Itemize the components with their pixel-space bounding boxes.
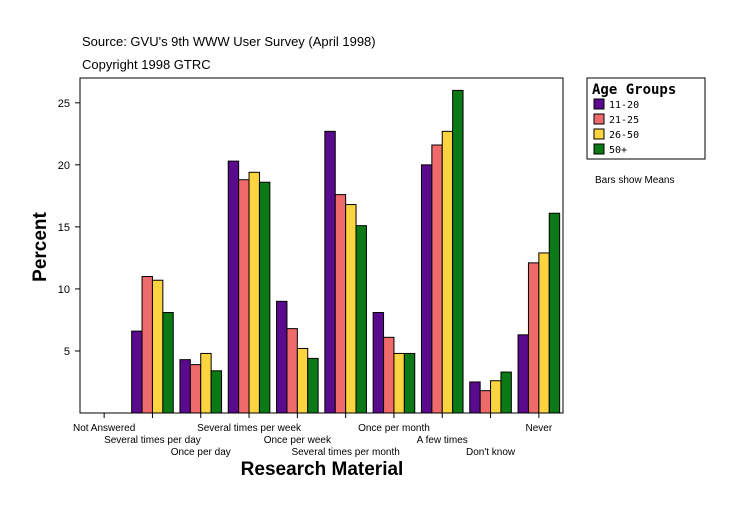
bar [200,352,212,414]
bar [179,359,191,414]
y-tick-label: 5 [64,346,70,358]
bar [210,370,223,414]
bar [248,171,260,414]
legend-swatch [593,143,605,155]
bar [258,181,271,414]
bar [393,352,405,414]
y-axis: 5 10 15 20 25 [58,98,80,358]
y-tick-label: 15 [58,222,70,234]
legend-title: Age Groups [592,82,676,98]
bar [355,225,367,414]
legend-label: 50+ [609,145,627,156]
bar [452,89,464,414]
bar [238,179,250,414]
bar [538,252,550,414]
bar [527,262,540,414]
bar [548,212,561,414]
x-tick-label: A few times [417,435,468,446]
bar [276,300,288,414]
copyright-line: Copyright 1998 GTRC [82,57,211,72]
bar [345,204,357,414]
x-tick-label: Several times per week [197,423,302,434]
x-tick-label: Several times per day [104,435,201,446]
y-tick-label: 25 [58,98,70,110]
bar [420,164,433,414]
legend-swatch [593,128,605,140]
bar [141,276,153,414]
bar [189,364,202,414]
x-tick-label: Not Answered [73,423,135,434]
x-tick-label: Several times per month [291,447,399,458]
bar [383,336,395,414]
bar [307,357,319,414]
legend-swatch [593,113,605,125]
bars [131,89,561,414]
bar [372,312,385,414]
legend-label: 26-50 [609,130,639,141]
y-axis-title: Percent [30,211,51,281]
legend-swatch [593,98,605,110]
legend-label: 11-20 [609,100,639,111]
bar [334,194,347,414]
x-axis-title: Research Material [241,459,404,480]
x-tick-label: Once per month [358,423,430,434]
bar [469,381,481,414]
bar [431,144,443,414]
bar [151,279,164,414]
bar [286,328,298,414]
legend-box [586,77,706,160]
bar [403,352,416,414]
source-line: Source: GVU's 9th WWW User Survey (April… [82,34,376,49]
bar [490,380,502,414]
bar [162,312,174,414]
bar [441,130,454,414]
bar [131,330,143,414]
y-tick-label: 20 [58,160,70,172]
bar [517,334,529,414]
x-tick-label: Once per week [264,435,332,446]
x-tick-label: Never [526,423,553,434]
x-tick-label: Once per day [171,447,231,458]
bar [296,347,309,414]
bars-note: Bars show Means [595,175,674,186]
x-tick-label: Don't know [466,447,516,458]
legend-label: 21-25 [609,115,639,126]
bar [479,390,492,414]
bar [227,160,240,414]
bar [500,371,512,414]
bar [324,130,336,414]
legend: Age Groups 11-20 21-25 26-50 50+ [586,77,706,160]
y-tick-label: 10 [58,284,70,296]
